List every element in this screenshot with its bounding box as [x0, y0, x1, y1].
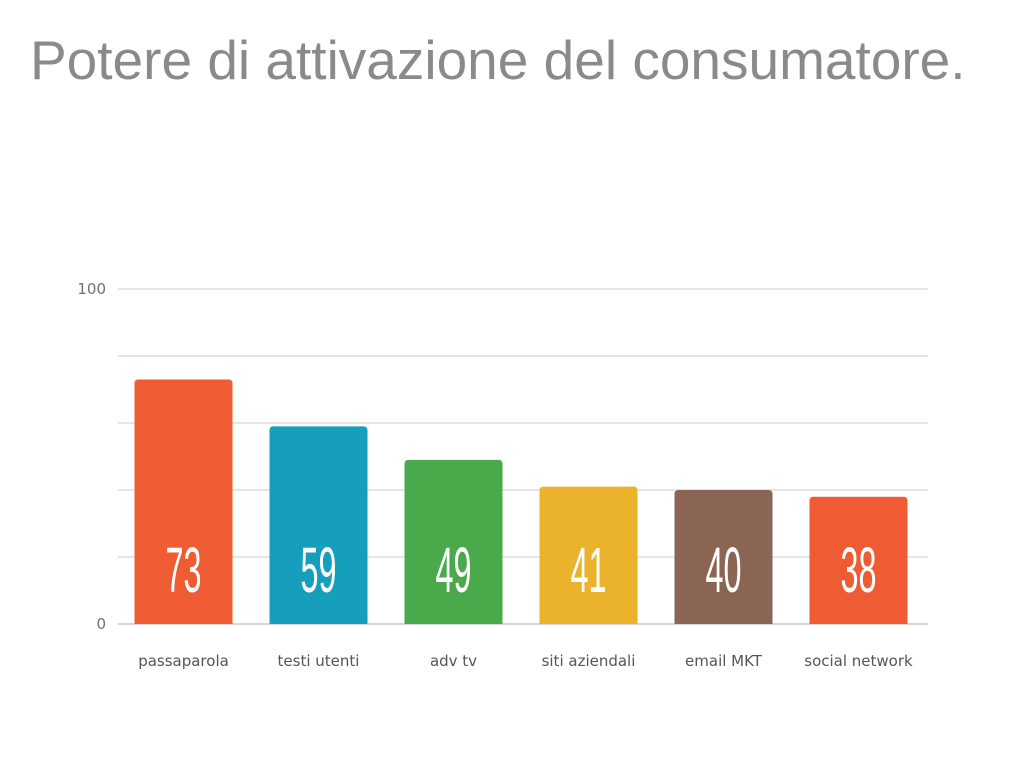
bar [539, 486, 638, 624]
category-label: social network [804, 652, 913, 670]
category-label: adv tv [430, 652, 477, 670]
bar-group: 38 [809, 496, 908, 624]
gridlines [118, 288, 928, 625]
category-label: passaparola [138, 652, 229, 670]
category-label: siti aziendali [542, 652, 636, 670]
y-axis-ticks: 100 0 [77, 280, 106, 633]
bar-value-label: 59 [301, 534, 337, 606]
bar-group: 59 [269, 426, 368, 624]
bar-group: 40 [674, 490, 773, 624]
x-axis-labels: passaparola testi utenti adv tv siti aziend… [138, 652, 913, 670]
bar [674, 490, 773, 624]
y-tick-label: 0 [96, 615, 106, 633]
bar-group: 41 [539, 486, 638, 624]
category-label: email MKT [685, 652, 763, 670]
bars: 73 59 49 41 40 38 [134, 379, 908, 624]
bar-value-label: 40 [706, 534, 742, 606]
bar [269, 426, 368, 624]
bar-group: 73 [134, 379, 233, 624]
bar-value-label: 49 [436, 534, 472, 606]
bar [809, 496, 908, 624]
bar-group: 49 [404, 459, 503, 624]
bar-value-label: 38 [841, 534, 877, 606]
bar [134, 379, 233, 624]
bar-value-label: 41 [571, 534, 607, 606]
bar [404, 459, 503, 624]
bar-value-label: 73 [166, 534, 202, 606]
category-label: testi utenti [278, 652, 360, 670]
y-tick-label: 100 [77, 280, 106, 298]
slide-title: Potere di attivazione del consumatore. [30, 29, 966, 91]
